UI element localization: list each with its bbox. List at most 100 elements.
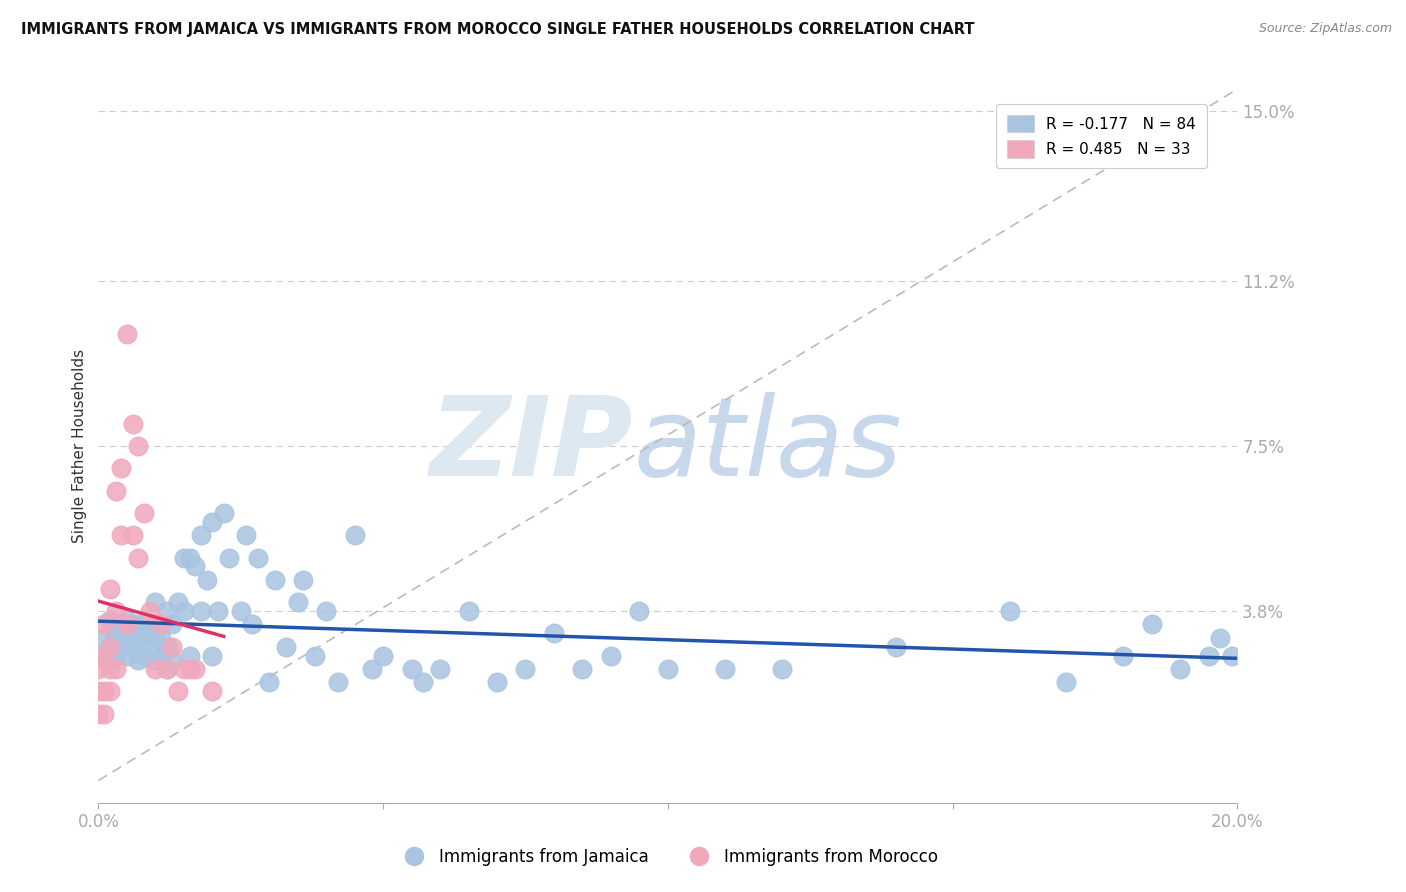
- Point: [138, 604, 160, 618]
- Point: [515, 662, 537, 676]
- Point: [486, 675, 509, 690]
- Point: [360, 662, 382, 676]
- Point: [173, 550, 195, 565]
- Point: [104, 483, 127, 498]
- Point: [190, 604, 212, 618]
- Point: [87, 684, 110, 698]
- Point: [1198, 648, 1220, 663]
- Point: [543, 626, 565, 640]
- Point: [373, 648, 395, 663]
- Point: [110, 631, 132, 645]
- Point: [179, 550, 201, 565]
- Point: [104, 604, 127, 618]
- Point: [240, 617, 263, 632]
- Point: [87, 662, 110, 676]
- Point: [127, 617, 149, 632]
- Point: [343, 528, 366, 542]
- Point: [287, 595, 309, 609]
- Point: [115, 617, 138, 632]
- Point: [145, 653, 167, 667]
- Point: [998, 604, 1021, 618]
- Text: atlas: atlas: [634, 392, 903, 500]
- Point: [98, 613, 121, 627]
- Point: [657, 662, 679, 676]
- Point: [121, 528, 143, 542]
- Point: [87, 648, 110, 663]
- Point: [304, 648, 326, 663]
- Point: [145, 617, 167, 632]
- Point: [184, 662, 207, 676]
- Point: [98, 648, 121, 663]
- Point: [218, 550, 240, 565]
- Point: [259, 675, 281, 690]
- Point: [104, 631, 127, 645]
- Point: [110, 528, 132, 542]
- Point: [127, 631, 149, 645]
- Point: [104, 648, 127, 663]
- Point: [714, 662, 737, 676]
- Point: [98, 662, 121, 676]
- Point: [156, 662, 179, 676]
- Point: [1056, 675, 1078, 690]
- Point: [201, 515, 224, 529]
- Legend: Immigrants from Jamaica, Immigrants from Morocco: Immigrants from Jamaica, Immigrants from…: [391, 842, 945, 873]
- Point: [167, 595, 190, 609]
- Point: [1170, 662, 1192, 676]
- Point: [156, 604, 179, 618]
- Point: [1209, 631, 1232, 645]
- Point: [145, 662, 167, 676]
- Point: [93, 631, 115, 645]
- Point: [246, 550, 269, 565]
- Point: [162, 617, 184, 632]
- Point: [201, 648, 224, 663]
- Point: [93, 648, 115, 663]
- Point: [326, 675, 349, 690]
- Point: [110, 640, 132, 654]
- Point: [179, 662, 201, 676]
- Point: [184, 559, 207, 574]
- Y-axis label: Single Father Households: Single Father Households: [72, 349, 87, 543]
- Point: [264, 573, 287, 587]
- Point: [190, 528, 212, 542]
- Point: [127, 439, 149, 453]
- Point: [115, 613, 138, 627]
- Point: [121, 640, 143, 654]
- Text: IMMIGRANTS FROM JAMAICA VS IMMIGRANTS FROM MOROCCO SINGLE FATHER HOUSEHOLDS CORR: IMMIGRANTS FROM JAMAICA VS IMMIGRANTS FR…: [21, 22, 974, 37]
- Point: [138, 622, 160, 636]
- Point: [145, 631, 167, 645]
- Point: [93, 684, 115, 698]
- Point: [235, 528, 257, 542]
- Point: [173, 662, 195, 676]
- Point: [98, 640, 121, 654]
- Point: [429, 662, 451, 676]
- Point: [132, 506, 155, 520]
- Point: [132, 648, 155, 663]
- Point: [1220, 648, 1243, 663]
- Point: [150, 617, 173, 632]
- Point: [110, 461, 132, 475]
- Point: [150, 631, 173, 645]
- Point: [1140, 617, 1163, 632]
- Point: [87, 706, 110, 721]
- Point: [412, 675, 434, 690]
- Point: [179, 648, 201, 663]
- Point: [201, 684, 224, 698]
- Point: [127, 550, 149, 565]
- Point: [98, 684, 121, 698]
- Point: [600, 648, 623, 663]
- Point: [770, 662, 793, 676]
- Point: [132, 626, 155, 640]
- Point: [115, 631, 138, 645]
- Text: Source: ZipAtlas.com: Source: ZipAtlas.com: [1258, 22, 1392, 36]
- Point: [628, 604, 651, 618]
- Point: [98, 582, 121, 596]
- Point: [884, 640, 907, 654]
- Point: [162, 653, 184, 667]
- Point: [121, 617, 143, 632]
- Point: [276, 640, 298, 654]
- Point: [138, 640, 160, 654]
- Point: [156, 662, 179, 676]
- Point: [207, 604, 229, 618]
- Point: [156, 640, 179, 654]
- Point: [104, 662, 127, 676]
